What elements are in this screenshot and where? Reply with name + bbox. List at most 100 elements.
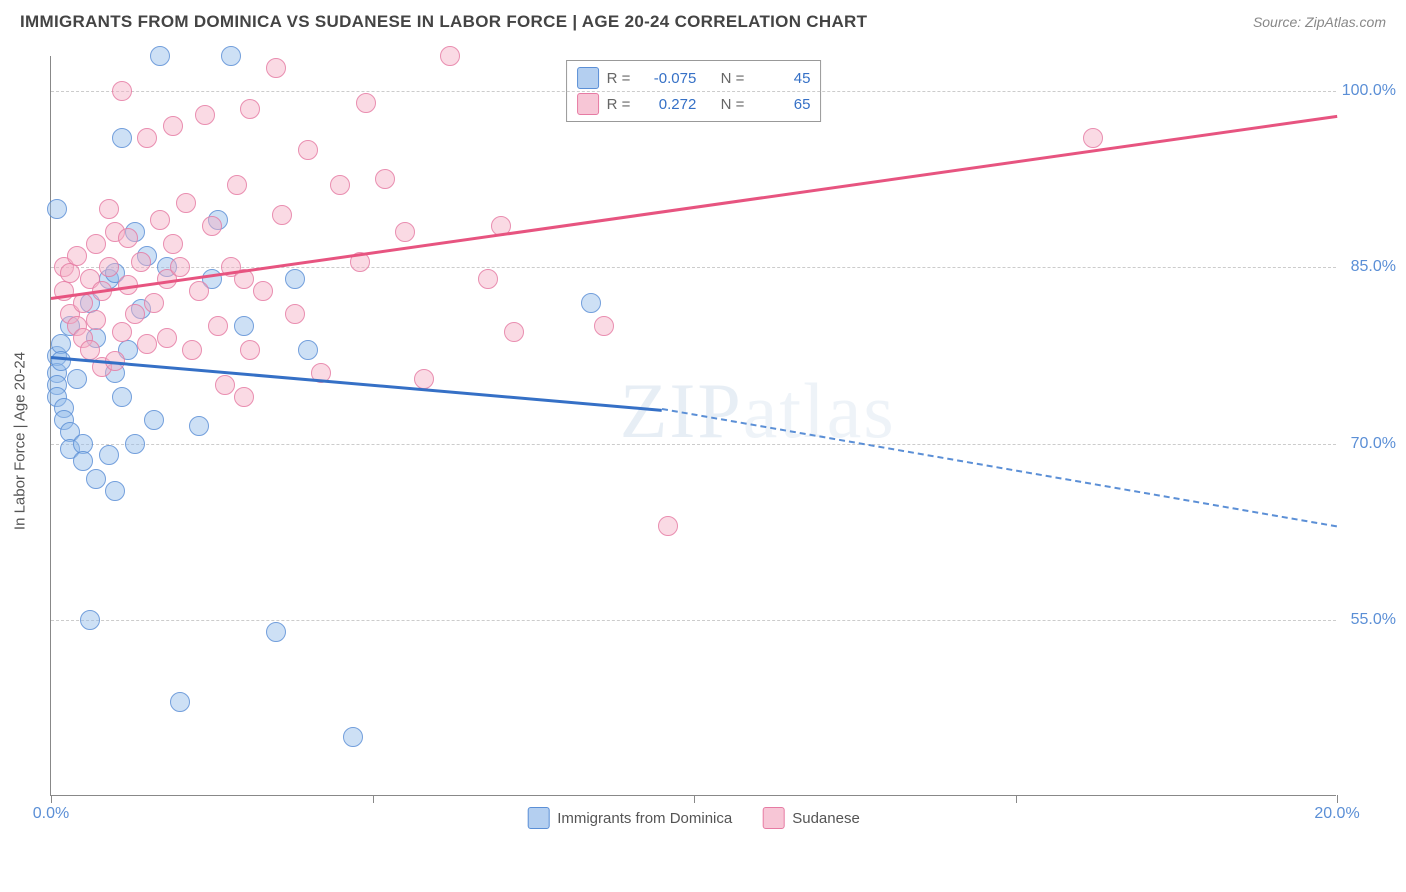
watermark-atlas: atlas — [743, 367, 896, 454]
legend-label: Immigrants from Dominica — [557, 810, 732, 827]
scatter-point — [581, 293, 601, 313]
scatter-point — [67, 246, 87, 266]
scatter-point — [86, 234, 106, 254]
scatter-point — [182, 340, 202, 360]
scatter-point — [234, 387, 254, 407]
gridline-h — [51, 620, 1336, 621]
bottom-legend: Immigrants from Dominica Sudanese — [527, 807, 860, 829]
scatter-point — [227, 175, 247, 195]
r-label: R = — [607, 96, 631, 113]
trend-line — [51, 115, 1337, 300]
scatter-point — [99, 257, 119, 277]
scatter-point — [395, 222, 415, 242]
scatter-point — [272, 205, 292, 225]
x-tick — [1016, 795, 1017, 803]
r-value: 0.272 — [638, 96, 696, 113]
scatter-point — [150, 210, 170, 230]
trend-line — [662, 408, 1337, 527]
scatter-point — [86, 469, 106, 489]
chart-source: Source: ZipAtlas.com — [1253, 14, 1386, 30]
scatter-point — [144, 410, 164, 430]
scatter-point — [343, 727, 363, 747]
gridline-h — [51, 91, 1336, 92]
scatter-point — [208, 316, 228, 336]
scatter-point — [189, 281, 209, 301]
swatch-pink — [762, 807, 784, 829]
scatter-point — [125, 304, 145, 324]
scatter-point — [1083, 128, 1103, 148]
y-tick-label: 70.0% — [1351, 435, 1396, 453]
scatter-point — [137, 334, 157, 354]
scatter-point — [356, 93, 376, 113]
x-tick-label: 0.0% — [33, 805, 69, 823]
x-tick-label: 20.0% — [1314, 805, 1359, 823]
scatter-point — [86, 310, 106, 330]
scatter-point — [504, 322, 524, 342]
y-tick-label: 100.0% — [1342, 82, 1396, 100]
x-tick — [1337, 795, 1338, 803]
scatter-point — [125, 434, 145, 454]
legend-item: Immigrants from Dominica — [527, 807, 732, 829]
stats-row: R = 0.272 N = 65 — [577, 91, 811, 117]
scatter-point — [330, 175, 350, 195]
scatter-point — [131, 252, 151, 272]
scatter-point — [51, 351, 71, 371]
scatter-point — [266, 58, 286, 78]
scatter-point — [112, 81, 132, 101]
scatter-point — [137, 128, 157, 148]
n-label: N = — [721, 96, 745, 113]
scatter-point — [253, 281, 273, 301]
scatter-point — [80, 610, 100, 630]
scatter-point — [202, 216, 222, 236]
watermark-zip: ZIP — [620, 367, 743, 454]
y-axis-label: In Labor Force | Age 20-24 — [12, 352, 29, 530]
scatter-point — [99, 199, 119, 219]
scatter-point — [80, 340, 100, 360]
scatter-point — [144, 293, 164, 313]
scatter-point — [215, 375, 235, 395]
scatter-point — [170, 692, 190, 712]
scatter-point — [240, 340, 260, 360]
scatter-point — [285, 269, 305, 289]
swatch-blue — [527, 807, 549, 829]
scatter-point — [195, 105, 215, 125]
scatter-point — [594, 316, 614, 336]
stats-row: R = -0.075 N = 45 — [577, 65, 811, 91]
scatter-point — [285, 304, 305, 324]
scatter-point — [157, 328, 177, 348]
scatter-point — [658, 516, 678, 536]
scatter-point — [118, 228, 138, 248]
plot-area: ZIPatlas R = -0.075 N = 45 R = 0.272 N =… — [50, 56, 1336, 796]
source-name: ZipAtlas.com — [1305, 14, 1386, 30]
scatter-point — [414, 369, 434, 389]
scatter-point — [163, 116, 183, 136]
scatter-point — [221, 46, 241, 66]
scatter-point — [73, 451, 93, 471]
scatter-point — [298, 340, 318, 360]
swatch-blue — [577, 67, 599, 89]
chart-title: IMMIGRANTS FROM DOMINICA VS SUDANESE IN … — [20, 12, 867, 32]
x-tick — [373, 795, 374, 803]
scatter-point — [478, 269, 498, 289]
r-label: R = — [607, 70, 631, 87]
legend-label: Sudanese — [792, 810, 860, 827]
y-tick-label: 85.0% — [1351, 258, 1396, 276]
r-value: -0.075 — [638, 70, 696, 87]
scatter-point — [163, 234, 183, 254]
source-label: Source: — [1253, 14, 1305, 30]
scatter-point — [240, 99, 260, 119]
chart-container: In Labor Force | Age 20-24 ZIPatlas R = … — [50, 56, 1386, 826]
scatter-point — [99, 445, 119, 465]
legend-item: Sudanese — [762, 807, 860, 829]
x-tick — [51, 795, 52, 803]
n-value: 45 — [752, 70, 810, 87]
scatter-point — [189, 416, 209, 436]
scatter-point — [298, 140, 318, 160]
n-value: 65 — [752, 96, 810, 113]
scatter-point — [112, 322, 132, 342]
scatter-point — [150, 46, 170, 66]
chart-header: IMMIGRANTS FROM DOMINICA VS SUDANESE IN … — [0, 0, 1406, 40]
scatter-point — [176, 193, 196, 213]
swatch-pink — [577, 93, 599, 115]
scatter-point — [112, 387, 132, 407]
